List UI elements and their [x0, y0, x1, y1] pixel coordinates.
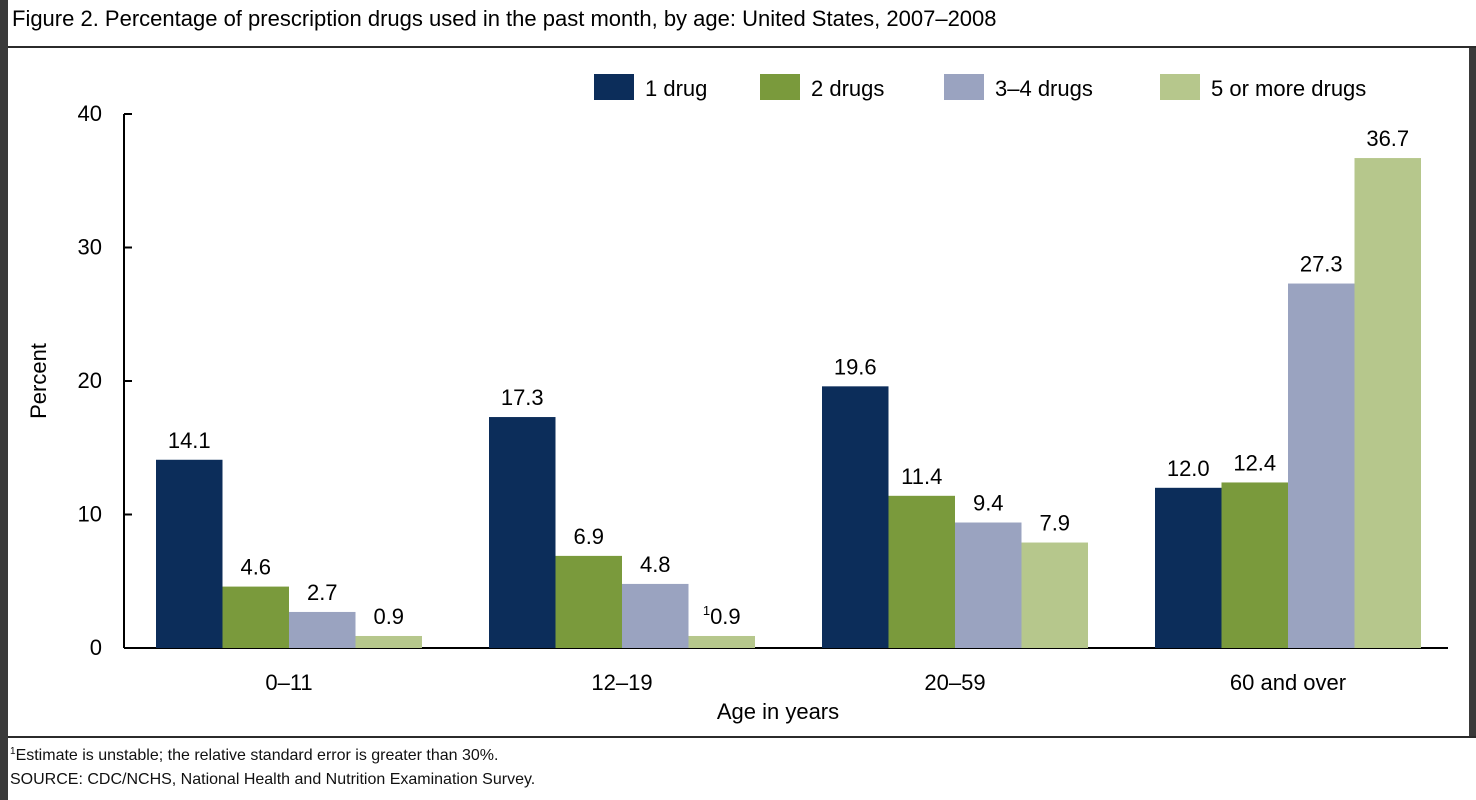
data-label-marker: 1: [703, 603, 710, 618]
bar-chart: 0 10 20 30 40 Percent 14.1 4.6 2.7 0.9 0–11 17.3 6.9…: [26, 74, 1448, 724]
chart-panel: 0 10 20 30 40 Percent 14.1 4.6 2.7 0.9 0–11 17.3 6.9…: [8, 48, 1469, 736]
bar-3-3: [955, 522, 1022, 648]
y-tick-label: 10: [78, 502, 102, 527]
data-label: 12.0: [1167, 456, 1210, 481]
data-label: 19.6: [834, 354, 877, 379]
y-axis-title: Percent: [26, 343, 51, 419]
legend-label-3: 3–4 drugs: [995, 76, 1093, 101]
x-tick-label: 60 and over: [1230, 670, 1346, 695]
source-note: SOURCE: CDC/NCHS, National Health and Nu…: [10, 771, 536, 788]
data-label: 4.8: [640, 552, 671, 577]
bar-4-1: [355, 635, 422, 648]
bar-2-3: [888, 495, 955, 648]
bar-2-4: [1221, 482, 1288, 648]
bar-3-1: [289, 611, 356, 648]
chart-title: Figure 2. Percentage of prescription dru…: [12, 6, 997, 31]
x-axis-title: Age in years: [717, 699, 839, 724]
data-label: 6.9: [573, 524, 604, 549]
data-label: 9.4: [973, 491, 1004, 516]
data-label: 14.1: [168, 428, 211, 453]
bar-1-2: [489, 417, 556, 648]
y-tick-label: 30: [78, 235, 102, 260]
data-label: 10.9: [703, 603, 741, 629]
y-tick-label: 20: [78, 368, 102, 393]
footnote-text: Estimate is unstable; the relative stand…: [15, 747, 499, 764]
footnote: 1Estimate is unstable; the relative stan…: [10, 746, 498, 765]
bar-4-4: [1354, 158, 1421, 648]
legend-label-2: 2 drugs: [811, 76, 884, 101]
bar-2-1: [222, 586, 289, 648]
footnote-marker: 1: [10, 746, 16, 757]
legend-swatch-2: [760, 74, 800, 100]
data-label: 11.4: [901, 464, 942, 489]
data-label: 4.6: [240, 555, 271, 580]
data-label: 17.3: [501, 385, 544, 410]
legend-swatch-1: [594, 74, 634, 100]
x-tick-label: 12–19: [591, 670, 652, 695]
y-tick-label: 40: [78, 101, 102, 126]
data-label: 27.3: [1300, 252, 1343, 277]
x-tick-label: 0–11: [265, 670, 312, 695]
legend-swatch-4: [1160, 74, 1200, 100]
bar-3-2: [622, 583, 689, 648]
title-bar: Figure 2. Percentage of prescription dru…: [8, 0, 1476, 48]
data-label: 0.9: [373, 604, 404, 629]
bar-4-2: [688, 635, 755, 648]
footnote-area: 1Estimate is unstable; the relative stan…: [8, 736, 1476, 800]
legend-swatch-3: [944, 74, 984, 100]
legend-label-1: 1 drug: [645, 76, 707, 101]
y-tick-label: 0: [90, 635, 102, 660]
bar-4-3: [1021, 542, 1088, 648]
bar-3-4: [1288, 283, 1355, 648]
bar-2-2: [555, 555, 622, 648]
bar-1-3: [822, 386, 889, 648]
data-label: 7.9: [1039, 511, 1070, 536]
data-label: 36.7: [1366, 126, 1409, 151]
bar-1-1: [156, 459, 223, 648]
legend-label-4: 5 or more drugs: [1211, 76, 1366, 101]
bar-1-4: [1155, 487, 1222, 648]
data-label-value: 0.9: [710, 604, 741, 629]
x-tick-label: 20–59: [924, 670, 985, 695]
data-label: 2.7: [307, 580, 338, 605]
data-label: 12.4: [1233, 450, 1276, 475]
